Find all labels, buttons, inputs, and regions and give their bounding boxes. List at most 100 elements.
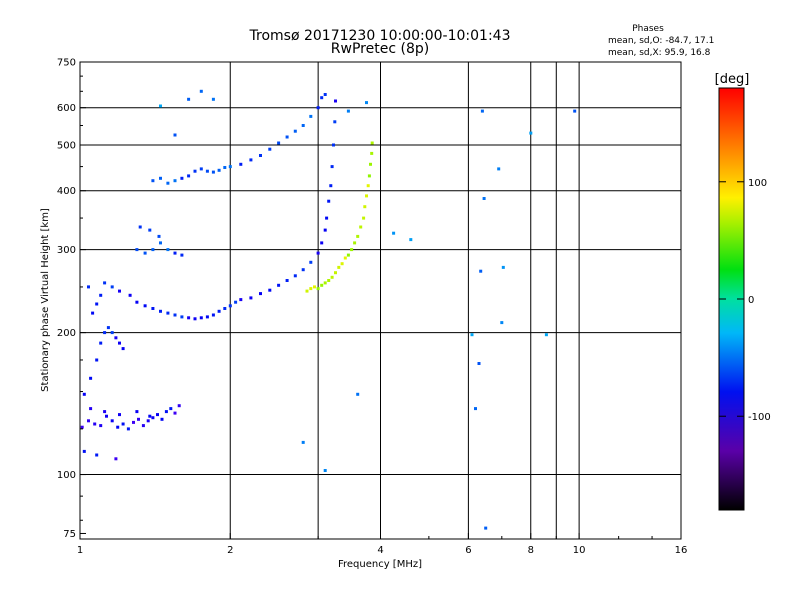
data-point xyxy=(343,256,347,260)
x-tick-label: 10 xyxy=(573,545,586,556)
data-point xyxy=(323,93,327,96)
data-point xyxy=(501,265,505,269)
x-tick-label: 1 xyxy=(77,545,83,556)
data-point xyxy=(470,333,474,337)
data-point xyxy=(480,109,484,113)
x-tick-label: 6 xyxy=(465,545,471,556)
data-point xyxy=(106,326,110,330)
data-point xyxy=(337,265,341,269)
data-point xyxy=(330,165,334,169)
colorbar-unit-label: [deg] xyxy=(715,72,750,87)
data-point xyxy=(114,336,118,340)
colorbar-tick-label: 0 xyxy=(748,295,754,306)
data-point xyxy=(363,205,367,209)
data-point xyxy=(110,331,114,335)
data-point xyxy=(82,449,86,453)
data-point xyxy=(159,309,162,313)
data-point xyxy=(151,307,155,310)
data-point xyxy=(356,392,360,396)
data-point xyxy=(141,424,145,428)
data-point xyxy=(477,362,481,365)
data-point xyxy=(87,285,90,289)
data-point xyxy=(148,414,152,418)
data-point xyxy=(173,313,177,317)
y-tick-label: 200 xyxy=(57,328,76,339)
data-point xyxy=(116,425,120,429)
data-point xyxy=(479,269,483,273)
data-point xyxy=(346,253,350,257)
data-point xyxy=(143,304,147,308)
data-point xyxy=(103,410,107,414)
data-point xyxy=(484,526,488,530)
phase-x-stats: mean, sd,X: 95.9, 16.8 xyxy=(608,48,711,58)
data-point xyxy=(193,169,197,173)
data-point xyxy=(223,166,227,169)
data-point xyxy=(316,106,320,110)
data-points xyxy=(80,89,577,530)
data-point xyxy=(217,309,221,313)
data-point xyxy=(211,313,215,317)
data-point xyxy=(334,99,337,103)
data-point xyxy=(500,321,504,325)
data-point xyxy=(277,141,281,145)
colorbar-tick-label: -100 xyxy=(748,412,771,423)
data-point xyxy=(160,417,164,421)
data-point xyxy=(365,101,368,105)
y-tick-label: 75 xyxy=(63,529,76,540)
data-point xyxy=(132,420,135,424)
data-point xyxy=(334,271,337,275)
data-point xyxy=(316,287,320,291)
data-point xyxy=(205,315,209,319)
y-tick-label: 100 xyxy=(57,470,76,481)
data-point xyxy=(199,316,203,320)
data-point xyxy=(305,289,309,293)
data-point xyxy=(316,251,320,255)
data-point xyxy=(159,104,162,108)
x-tick-label: 2 xyxy=(227,545,233,556)
data-point xyxy=(320,96,324,100)
data-point xyxy=(82,392,86,396)
data-point xyxy=(529,131,533,135)
data-point xyxy=(121,347,125,351)
data-point xyxy=(91,311,95,315)
data-point xyxy=(128,293,132,297)
data-point xyxy=(199,167,203,171)
data-point xyxy=(333,120,337,124)
data-point xyxy=(177,404,181,408)
data-point xyxy=(180,315,184,319)
data-point xyxy=(159,176,162,180)
data-point xyxy=(366,184,370,188)
data-point xyxy=(137,417,140,421)
data-point xyxy=(346,109,350,113)
chart-subtitle: RwPretec (8p) xyxy=(331,41,429,57)
y-tick-label: 600 xyxy=(57,103,76,114)
data-point xyxy=(323,469,327,472)
data-point xyxy=(259,154,262,157)
x-tick-label: 4 xyxy=(377,545,383,556)
data-point xyxy=(327,279,331,282)
data-point xyxy=(474,407,477,411)
data-point xyxy=(164,410,168,414)
data-point xyxy=(199,89,203,93)
data-point xyxy=(157,234,161,238)
data-point xyxy=(169,407,173,411)
data-point xyxy=(239,162,243,166)
data-point xyxy=(228,165,232,169)
data-point xyxy=(151,416,155,420)
data-point xyxy=(89,407,93,411)
data-point xyxy=(309,287,313,291)
data-point xyxy=(166,311,170,315)
data-point xyxy=(135,410,139,414)
x-axis-title: Frequency [MHz] xyxy=(338,559,422,570)
data-point xyxy=(151,179,155,183)
data-point xyxy=(211,97,215,101)
data-point xyxy=(268,288,272,292)
data-point xyxy=(327,199,331,203)
data-point xyxy=(356,234,360,238)
data-point xyxy=(323,228,327,232)
y-tick-label: 400 xyxy=(57,186,76,197)
data-point xyxy=(313,285,316,289)
data-point xyxy=(369,162,372,166)
data-point xyxy=(392,231,396,235)
